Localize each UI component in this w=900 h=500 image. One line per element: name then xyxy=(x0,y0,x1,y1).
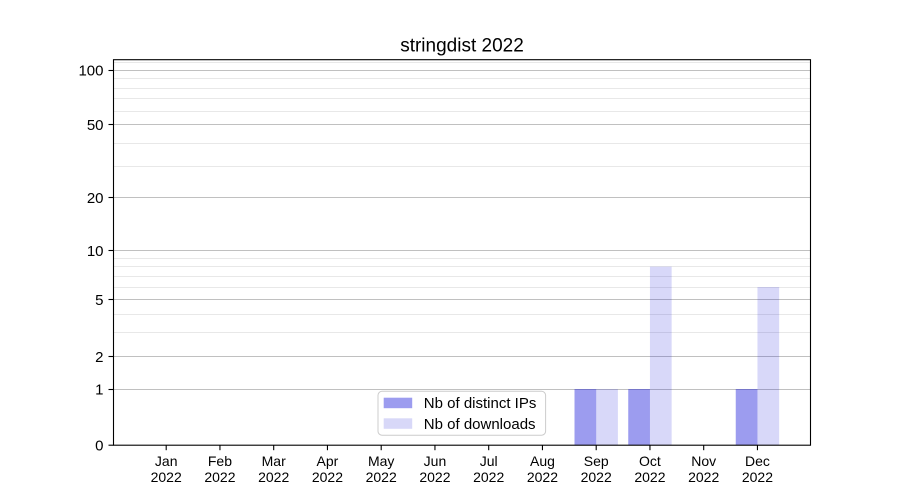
svg-text:100: 100 xyxy=(78,62,103,79)
svg-text:5: 5 xyxy=(95,292,103,309)
svg-text:10: 10 xyxy=(87,243,104,260)
svg-text:stringdist 2022: stringdist 2022 xyxy=(400,36,524,57)
svg-text:2: 2 xyxy=(95,349,103,366)
svg-text:0: 0 xyxy=(95,438,103,455)
svg-text:1: 1 xyxy=(95,382,103,399)
svg-text:Nb of downloads: Nb of downloads xyxy=(424,416,536,433)
svg-text:20: 20 xyxy=(87,190,104,207)
svg-text:50: 50 xyxy=(87,117,104,134)
svg-text:Nb of distinct IPs: Nb of distinct IPs xyxy=(424,395,537,412)
